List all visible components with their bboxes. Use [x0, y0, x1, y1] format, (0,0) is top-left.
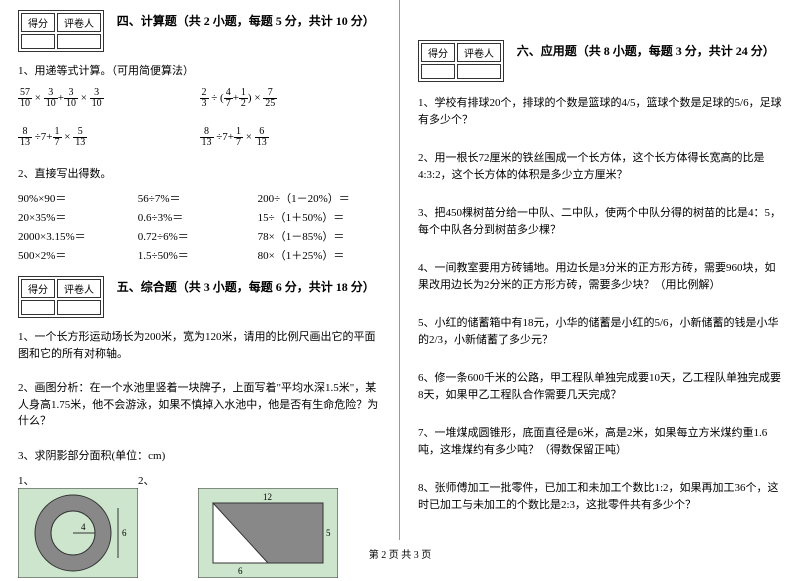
calc-cell: 200÷（1－20%）＝	[258, 190, 378, 206]
fig1-label: 1、	[18, 472, 138, 488]
q6-3: 3、把450棵树苗分给一中队、二中队，使两个中队分得的树苗的比是4：5，每个中队…	[418, 205, 782, 238]
q6-4: 4、一间教室要用方砖铺地。用边长是3分米的正方形方砖，需要960块，如果改用边长…	[418, 260, 782, 293]
calc-cell: 56÷7%＝	[138, 190, 258, 206]
page-footer: 第 2 页 共 3 页	[0, 546, 800, 561]
q6-6: 6、修一条600千米的公路，甲工程队单独完成要10天，乙工程队单独完成要8天，如…	[418, 370, 782, 403]
q5-1: 1、一个长方形运动场长为200米，宽为120米，请用的比例尺画出它的平面图和它的…	[18, 329, 381, 362]
svg-text:6: 6	[238, 566, 243, 576]
score-box: 得分评卷人	[18, 276, 104, 318]
svg-text:12: 12	[263, 492, 272, 502]
calc-cell: 78×（1－85%）＝	[258, 228, 378, 244]
q6-1: 1、学校有排球20个，排球的个数是篮球的4/5，篮球个数是足球的5/6，足球有多…	[418, 95, 782, 128]
section4-title: 四、计算题（共 2 小题，每题 5 分，共计 10 分）	[117, 12, 375, 29]
calc-grid: 90%×90＝56÷7%＝200÷（1－20%）＝ 20×35%＝0.6÷3%＝…	[18, 190, 381, 266]
section6-title: 六、应用题（共 8 小题，每题 3 分，共计 24 分）	[517, 42, 775, 59]
calc-cell: 0.72÷6%＝	[138, 228, 258, 244]
grader-col: 评卷人	[57, 13, 101, 32]
score-col: 得分	[21, 13, 55, 32]
expr-row-1: 5710 × 310+310 × 310 23 ÷ (47+12) × 725	[18, 88, 381, 109]
q4-1-label: 1、用递等式计算。（可用简便算法）	[18, 63, 381, 80]
fig2-label: 2、	[138, 472, 338, 488]
q6-7: 7、一堆煤成圆锥形，底面直径是6米，高是2米，如果每立方米煤约重1.6吨，这堆煤…	[418, 425, 782, 458]
section5-title: 五、综合题（共 3 小题，每题 6 分，共计 18 分）	[117, 278, 375, 295]
calc-cell: 2000×3.15%＝	[18, 228, 138, 244]
svg-text:6: 6	[122, 528, 127, 538]
calc-cell: 80×（1＋25%）＝	[258, 247, 378, 263]
calc-cell: 20×35%＝	[18, 209, 138, 225]
calc-cell: 0.6÷3%＝	[138, 209, 258, 225]
q6-2: 2、用一根长72厘米的铁丝围成一个长方体，这个长方体得长宽高的比是4:3:2，这…	[418, 150, 782, 183]
grader-col: 评卷人	[457, 43, 501, 62]
svg-text:5: 5	[326, 528, 331, 538]
calc-cell: 1.5÷50%＝	[138, 247, 258, 263]
calc-cell: 90%×90＝	[18, 190, 138, 206]
score-box: 得分评卷人	[418, 40, 504, 82]
score-col: 得分	[21, 279, 55, 298]
calc-cell: 15÷（1＋50%）＝	[258, 209, 378, 225]
q6-8: 8、张师傅加工一批零件，已加工和未加工个数比1:2，如果再加工36个，这时已加工…	[418, 480, 782, 513]
score-col: 得分	[421, 43, 455, 62]
q5-2: 2、画图分析：在一个水池里竖着一块牌子，上面写着"平均水深1.5米"，某人身高1…	[18, 380, 381, 430]
score-box: 得分评卷人	[18, 10, 104, 52]
grader-col: 评卷人	[57, 279, 101, 298]
q6-5: 5、小红的储蓄箱中有18元，小华的储蓄是小红的5/6，小新储蓄的钱是小华的2/3…	[418, 315, 782, 348]
expr-row-2: 813 ÷7+17 × 513 813 ÷7+17 × 613	[18, 127, 381, 148]
fig1-val: 4	[81, 522, 86, 532]
q4-2-label: 2、直接写出得数。	[18, 166, 381, 183]
q5-3: 3、求阴影部分面积(单位：cm)	[18, 448, 381, 465]
calc-cell: 500×2%＝	[18, 247, 138, 263]
